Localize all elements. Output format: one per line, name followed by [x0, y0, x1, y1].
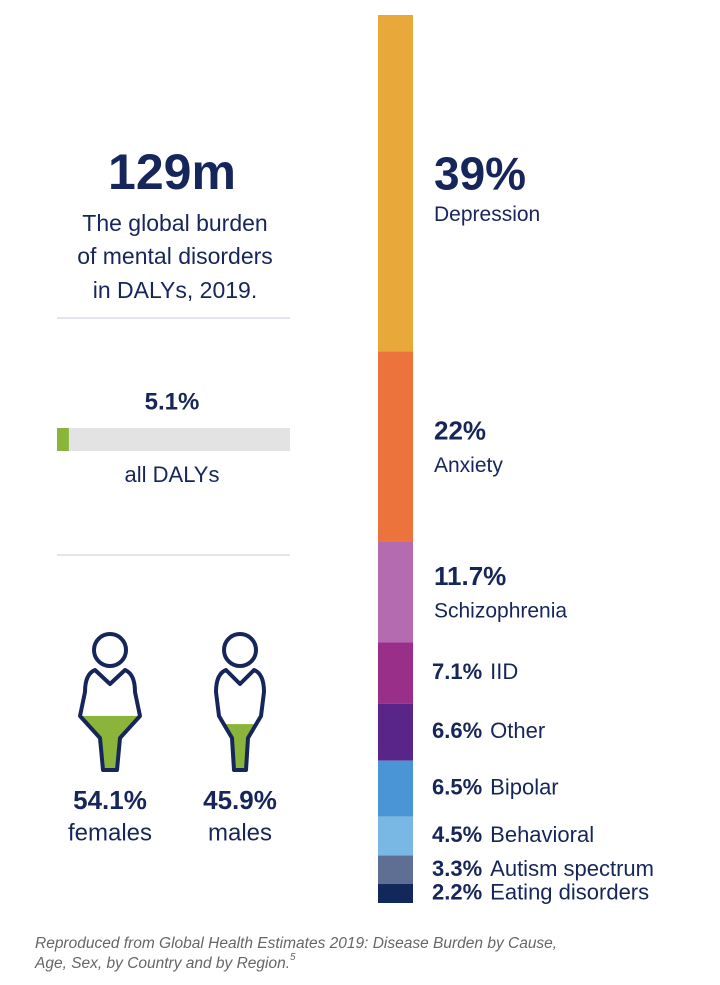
share-track — [57, 428, 290, 451]
segment-value-label: 3.3% — [432, 856, 482, 881]
share-bar — [57, 428, 69, 451]
segment-value-label: 22% — [434, 415, 486, 445]
person-outline — [78, 668, 142, 772]
segment-value-label: 6.6% — [432, 718, 482, 743]
gender-label: 45.9% — [203, 785, 277, 815]
footnote-text: Age, Sex, by Country and by Region. — [34, 955, 290, 972]
share-label: 5.1% — [145, 388, 200, 415]
segment-name: IID — [490, 659, 518, 684]
segment-name: Behavioral — [490, 822, 594, 847]
segment-label: 6.5% Bipolar — [432, 774, 559, 799]
segment-name: Anxiety — [434, 454, 503, 477]
bar-segment — [378, 703, 413, 761]
gender-name: males — [208, 819, 272, 846]
gender-fill — [216, 724, 264, 770]
bar-segment — [378, 816, 413, 856]
person-head — [92, 632, 128, 668]
segment-value-label: 4.5% — [432, 822, 482, 847]
headline-line: The global burden — [82, 210, 267, 236]
segment-label: 3.3% Autism spectrum — [432, 856, 654, 881]
segment-label: 7.1% IID — [432, 659, 518, 684]
bar-segment — [378, 884, 413, 903]
segment-label: 6.6% Other — [432, 718, 545, 743]
footnote: Age, Sex, by Country and by Region.5 — [34, 952, 296, 972]
segment-value-label: 2.2% — [432, 879, 482, 904]
segment-name: Schizophrenia — [434, 599, 567, 622]
segment-value-label: 39% — [434, 147, 526, 199]
segment-name: Autism spectrum — [490, 856, 654, 881]
segment-name: Eating disorders — [490, 879, 649, 904]
headline-value: 129m — [108, 144, 236, 200]
bar-segment — [378, 351, 413, 542]
footnote: Reproduced from Global Health Estimates … — [35, 935, 557, 952]
bar-segment — [378, 541, 413, 643]
bar-segment — [378, 760, 413, 817]
footnote-superscript: 5 — [290, 952, 296, 963]
segment-value-label: 11.7% — [434, 561, 506, 591]
headline-line: in DALYs, 2019. — [93, 277, 258, 303]
segment-name: Other — [490, 718, 545, 743]
segment-value-label: 7.1% — [432, 659, 482, 684]
gender-label: 54.1% — [73, 785, 147, 815]
share-caption: all DALYs — [125, 462, 220, 487]
person-outline — [214, 668, 266, 772]
segment-value-label: 6.5% — [432, 774, 482, 799]
segment-name: Bipolar — [490, 774, 558, 799]
segment-label: 4.5% Behavioral — [432, 822, 594, 847]
segment-label: 2.2% Eating disorders — [432, 879, 649, 904]
bar-segment — [378, 15, 413, 352]
person-head — [222, 632, 258, 668]
bar-segment — [378, 642, 413, 704]
gender-name: females — [68, 819, 152, 846]
segment-name: Depression — [434, 203, 540, 226]
headline-line: of mental disorders — [77, 243, 273, 269]
bar-segment — [378, 855, 413, 885]
